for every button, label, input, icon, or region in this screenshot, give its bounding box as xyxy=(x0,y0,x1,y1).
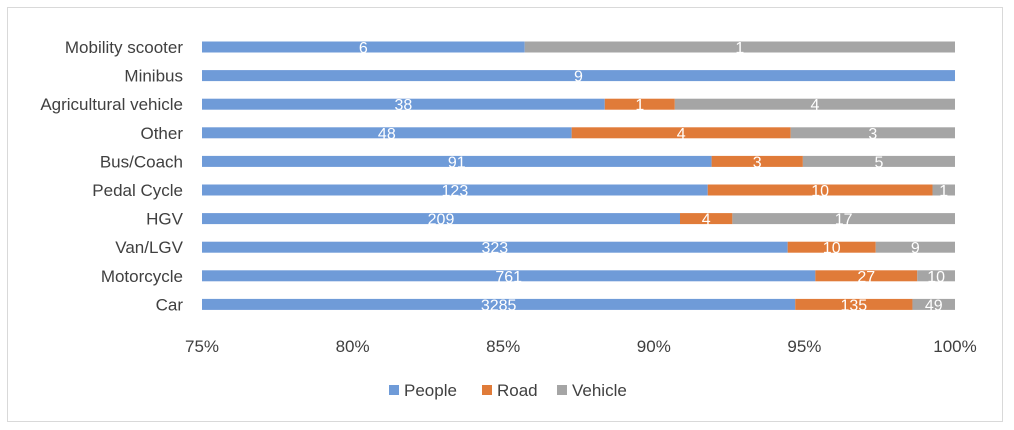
data-label: 209 xyxy=(428,212,455,229)
category-label: Mobility scooter xyxy=(65,38,183,57)
category-label: Bus/Coach xyxy=(100,152,183,171)
data-label: 10 xyxy=(823,240,841,257)
bar-segment-road xyxy=(604,98,675,110)
data-label: 49 xyxy=(925,297,943,314)
legend: People Road Vehicle xyxy=(389,381,627,400)
bar-segment-people xyxy=(202,298,796,310)
data-label: 17 xyxy=(835,212,853,229)
x-tick-label: 100% xyxy=(933,337,976,356)
bar-segment-people xyxy=(202,213,680,225)
data-label: 123 xyxy=(442,183,469,200)
legend-label-people: People xyxy=(404,381,457,400)
data-label: 91 xyxy=(448,154,466,171)
bar-segment-people xyxy=(202,184,708,196)
x-tick-label: 90% xyxy=(637,337,671,356)
bar-segment-road xyxy=(795,298,913,310)
data-label: 9 xyxy=(911,240,920,257)
data-label: 3 xyxy=(868,126,877,143)
legend-label-vehicle: Vehicle xyxy=(572,381,627,400)
bar-segment-road xyxy=(707,184,933,196)
bar-segment-vehicle xyxy=(674,98,955,110)
bar-segment-vehicle xyxy=(732,213,955,225)
bar-segment-vehicle xyxy=(917,270,955,282)
category-label: Pedal Cycle xyxy=(92,181,183,200)
bar-segment-vehicle xyxy=(875,241,955,253)
category-label: Van/LGV xyxy=(115,238,183,257)
category-label: Agricultural vehicle xyxy=(40,95,183,114)
bar-segment-people xyxy=(202,241,788,253)
data-label: 4 xyxy=(702,212,711,229)
bar-segment-road xyxy=(679,213,733,225)
data-label: 10 xyxy=(927,269,945,286)
x-tick-label: 80% xyxy=(336,337,370,356)
data-label: 761 xyxy=(495,269,522,286)
category-label: Minibus xyxy=(124,67,183,86)
data-label: 9 xyxy=(574,69,583,86)
legend-label-road: Road xyxy=(497,381,538,400)
data-label: 3285 xyxy=(481,297,517,314)
bar-segment-vehicle xyxy=(802,155,955,167)
bar-segment-people xyxy=(202,270,816,282)
data-label: 6 xyxy=(359,40,368,57)
data-label: 5 xyxy=(874,154,883,171)
data-label: 1 xyxy=(735,40,744,57)
data-label: 323 xyxy=(481,240,508,257)
x-tick-label: 85% xyxy=(486,337,520,356)
bar-segment-vehicle xyxy=(932,184,955,196)
data-label: 48 xyxy=(378,126,396,143)
legend-swatch-road xyxy=(482,385,492,395)
bar-segment-road xyxy=(787,241,876,253)
category-label: Motorcycle xyxy=(101,267,183,286)
bar-segment-people xyxy=(202,41,525,53)
bar-segment-vehicle xyxy=(524,41,955,53)
bar-segment-people xyxy=(202,98,605,110)
data-label: 10 xyxy=(811,183,829,200)
legend-swatch-vehicle xyxy=(557,385,567,395)
category-labels: Mobility scooter Minibus Agricultural vehi… xyxy=(40,38,183,314)
data-label: 38 xyxy=(394,97,412,114)
legend-swatch-people xyxy=(389,385,399,395)
data-label: 135 xyxy=(840,297,867,314)
data-label: 1 xyxy=(635,97,644,114)
category-label: Car xyxy=(156,295,184,314)
x-tick-label: 75% xyxy=(185,337,219,356)
bar-segment-road xyxy=(711,155,803,167)
bar-segment-people xyxy=(202,70,955,82)
x-axis: 75% 80% 85% 90% 95% 100% xyxy=(185,337,977,356)
bar-segment-vehicle xyxy=(790,127,955,139)
x-tick-label: 95% xyxy=(787,337,821,356)
bar-segment-road xyxy=(571,127,791,139)
bar-segment-people xyxy=(202,155,712,167)
category-label: Other xyxy=(140,124,183,143)
category-label: HGV xyxy=(146,210,184,229)
bar-segment-road xyxy=(815,270,918,282)
data-label: 4 xyxy=(810,97,819,114)
data-label: 4 xyxy=(677,126,686,143)
bar-segment-people xyxy=(202,127,572,139)
bar-segment-vehicle xyxy=(912,298,955,310)
data-label: 1 xyxy=(939,183,948,200)
data-label: 3 xyxy=(753,154,762,171)
data-label: 27 xyxy=(857,269,875,286)
